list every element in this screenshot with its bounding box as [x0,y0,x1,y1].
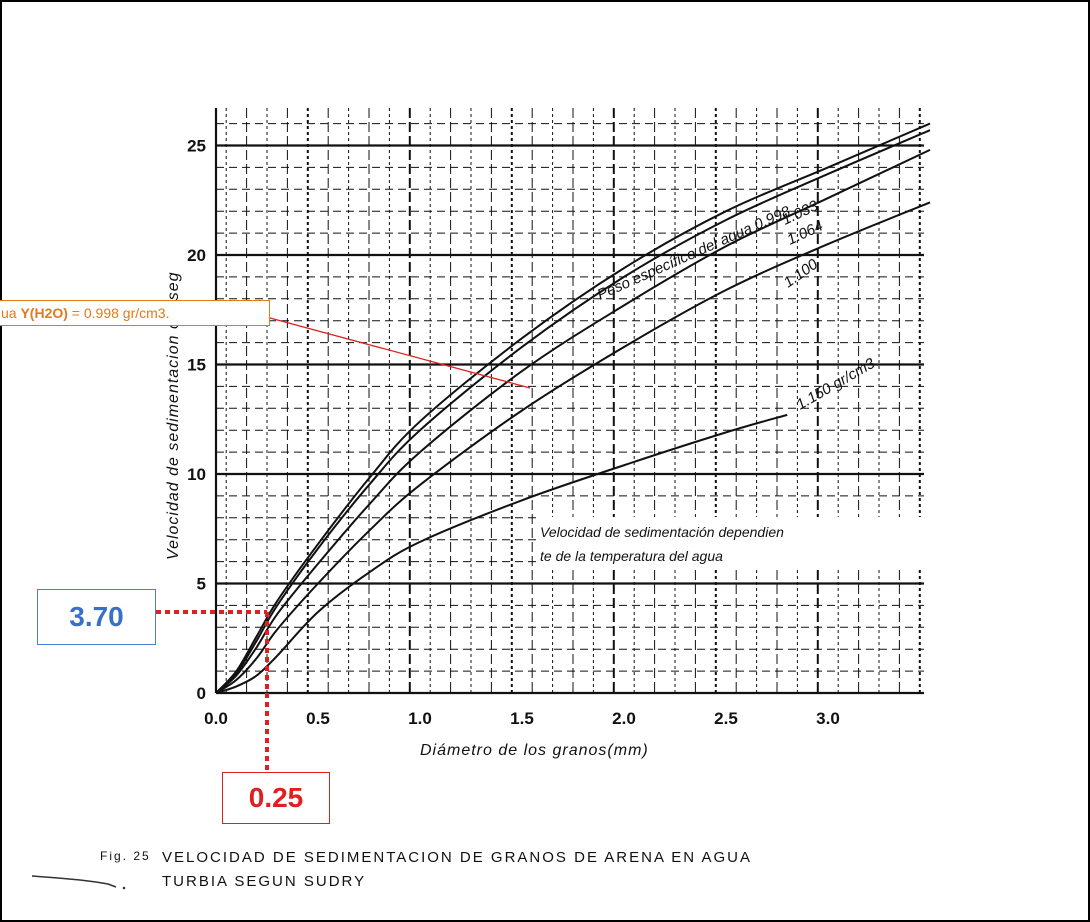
y-tick-label: 0 [197,684,206,703]
figure-number: Fig. 25 [100,849,151,863]
curves [215,122,931,694]
x-tick-label: 1.0 [408,709,432,728]
x-tick-label: 2.5 [714,709,738,728]
sedimentation-curve-5 [215,413,788,694]
x-tick-label: 1.5 [510,709,534,728]
x-axis-title: Diámetro de los granos(mm) [420,742,649,759]
y-tick-label: 20 [187,246,206,265]
water-callout-pointer [269,317,531,389]
figure-caption-line1: VELOCIDAD DE SEDIMENTACION DE GRANOS DE … [162,849,752,866]
note-background [536,517,924,569]
curve-label-0998: Peso específico del agua 0.998 [595,203,794,304]
water-specific-weight-callout: ua Y(H2O) = 0.998 gr/cm3. [0,300,270,326]
y-tick-label: 25 [187,137,206,156]
sedimentation-curve-4 [215,201,931,694]
x-tick-label: 0.5 [306,709,330,728]
x-tick-label: 2.0 [612,709,636,728]
y-tick-label: 15 [187,356,206,375]
y-axis-title: Velocidad de sedimentacion cm/seg [165,271,182,560]
sedimentation-curve-2 [215,129,931,694]
y-tick-label: 10 [187,465,206,484]
water-prefix: ua [1,305,21,321]
tick-labels: 0.0 0.5 1.0 1.5 2.0 2.5 3.0 0 5 10 15 20 25 [187,137,840,729]
figure-caption-line2: TURBIA SEGUN SUDRY [162,873,366,890]
water-value: = 0.998 gr/cm3. [67,305,170,321]
water-symbol: Y(H2O) [20,305,68,321]
x-tick-label: 0.0 [204,709,228,728]
scan-smudge [31,875,126,890]
temperature-note-line1: Velocidad de sedimentación dependien [540,524,784,540]
temperature-note-line2: te de la temperatura del agua [540,548,723,564]
y-tick-label: 5 [197,575,206,594]
sedimentation-curve-3 [215,148,931,694]
sedimentation-curve-1 [215,122,931,694]
x-tick-label: 3.0 [816,709,840,728]
velocity-value-callout: 3.70 [37,589,156,645]
diameter-value-callout: 0.25 [222,772,330,824]
